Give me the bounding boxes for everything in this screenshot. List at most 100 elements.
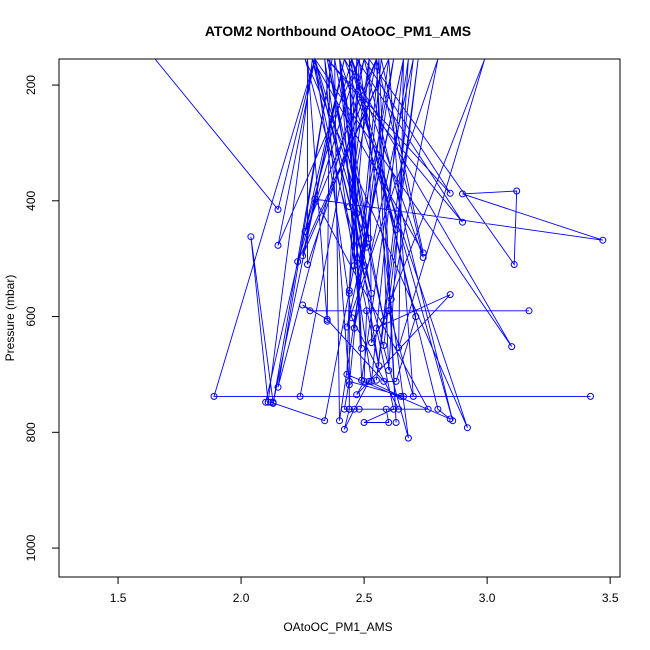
data-point <box>446 189 454 197</box>
data-point <box>409 392 417 400</box>
data-point <box>459 218 466 226</box>
data-point <box>299 301 307 309</box>
data-point <box>301 228 309 235</box>
data-point <box>363 243 371 251</box>
data-point <box>355 405 363 413</box>
x-tick-label: 3.5 <box>602 591 619 605</box>
data-point <box>446 291 454 299</box>
data-point <box>264 398 272 406</box>
data-point <box>387 295 395 303</box>
data-point <box>372 376 380 384</box>
y-tick-label: 1000 <box>24 534 38 561</box>
data-point <box>350 324 358 332</box>
data-point <box>508 343 516 351</box>
data-point <box>247 233 255 241</box>
data-point <box>340 425 348 433</box>
data-point <box>513 187 521 195</box>
data-point <box>306 307 314 315</box>
y-tick-label: 800 <box>24 422 38 442</box>
data-point <box>365 234 373 242</box>
data-point <box>353 210 361 217</box>
data-point <box>395 405 403 413</box>
data-point <box>395 344 403 352</box>
data-point <box>404 434 412 442</box>
data-point <box>434 405 442 413</box>
data-point <box>274 383 282 391</box>
data-point <box>363 307 371 315</box>
data-point <box>459 190 466 198</box>
x-axis-label: OAtoOC_PM1_AMS <box>283 620 392 634</box>
data-point <box>269 398 277 406</box>
data-point <box>372 324 380 332</box>
data-point <box>345 287 353 294</box>
data-point <box>392 226 400 234</box>
y-tick-label: 600 <box>24 306 38 326</box>
plot-area <box>154 57 607 442</box>
data-point <box>358 376 366 384</box>
data-point <box>274 241 282 249</box>
data-point <box>446 415 454 423</box>
data-point <box>525 307 533 315</box>
data-point <box>419 249 427 257</box>
data-point <box>353 391 361 399</box>
data-point <box>358 344 366 352</box>
data-point <box>304 261 311 268</box>
data-point <box>348 314 356 322</box>
data-point <box>380 377 388 385</box>
data-point <box>510 261 518 268</box>
data-point <box>380 317 388 325</box>
data-point <box>311 195 319 203</box>
data-point <box>360 419 368 426</box>
x-tick-label: 3.0 <box>479 591 496 605</box>
data-point <box>210 392 218 400</box>
data-point <box>382 405 390 413</box>
y-tick-label: 400 <box>24 190 38 210</box>
data-point <box>343 370 351 378</box>
data-point <box>345 381 353 389</box>
data-point <box>321 417 329 425</box>
data-point <box>397 392 405 400</box>
data-point <box>368 339 375 347</box>
data-point <box>400 392 407 400</box>
x-axis: 1.5 2.0 2.5 3.0 3.5 <box>110 577 619 605</box>
data-point <box>336 417 343 425</box>
data-point <box>392 419 400 426</box>
y-tick-label: 200 <box>24 75 38 95</box>
data-point <box>390 405 398 413</box>
data-point <box>262 398 270 406</box>
data-point <box>385 366 393 374</box>
data-point <box>323 317 331 325</box>
data-point <box>380 342 388 349</box>
y-axis: 200 400 600 800 1000 <box>24 75 59 561</box>
data-point <box>345 203 353 211</box>
x-tick-label: 1.5 <box>110 591 127 605</box>
data-point <box>350 405 358 413</box>
data-point <box>368 289 375 297</box>
data-point <box>299 252 307 260</box>
data-point <box>274 206 282 213</box>
y-axis-label: Pressure (mbar) <box>3 275 17 362</box>
data-point <box>365 377 373 385</box>
series-line <box>154 57 603 439</box>
data-point <box>355 259 363 267</box>
data-point <box>392 377 400 385</box>
data-point <box>368 377 375 385</box>
x-tick-label: 2.5 <box>356 591 373 605</box>
data-point <box>385 307 393 315</box>
chart-title: ATOM2 Northbound OAtoOC_PM1_AMS <box>205 23 471 39</box>
data-point <box>340 405 348 413</box>
data-point <box>375 362 383 370</box>
data-point <box>296 392 304 400</box>
data-point <box>345 405 353 413</box>
data-point <box>385 419 393 426</box>
data-point <box>419 254 427 261</box>
data-point <box>345 289 353 297</box>
data-point <box>267 398 275 406</box>
data-point <box>345 377 353 385</box>
data-point <box>343 323 351 331</box>
data-point <box>424 405 432 413</box>
x-tick-label: 2.0 <box>233 591 250 605</box>
data-point <box>587 392 594 400</box>
data-point <box>599 236 607 244</box>
